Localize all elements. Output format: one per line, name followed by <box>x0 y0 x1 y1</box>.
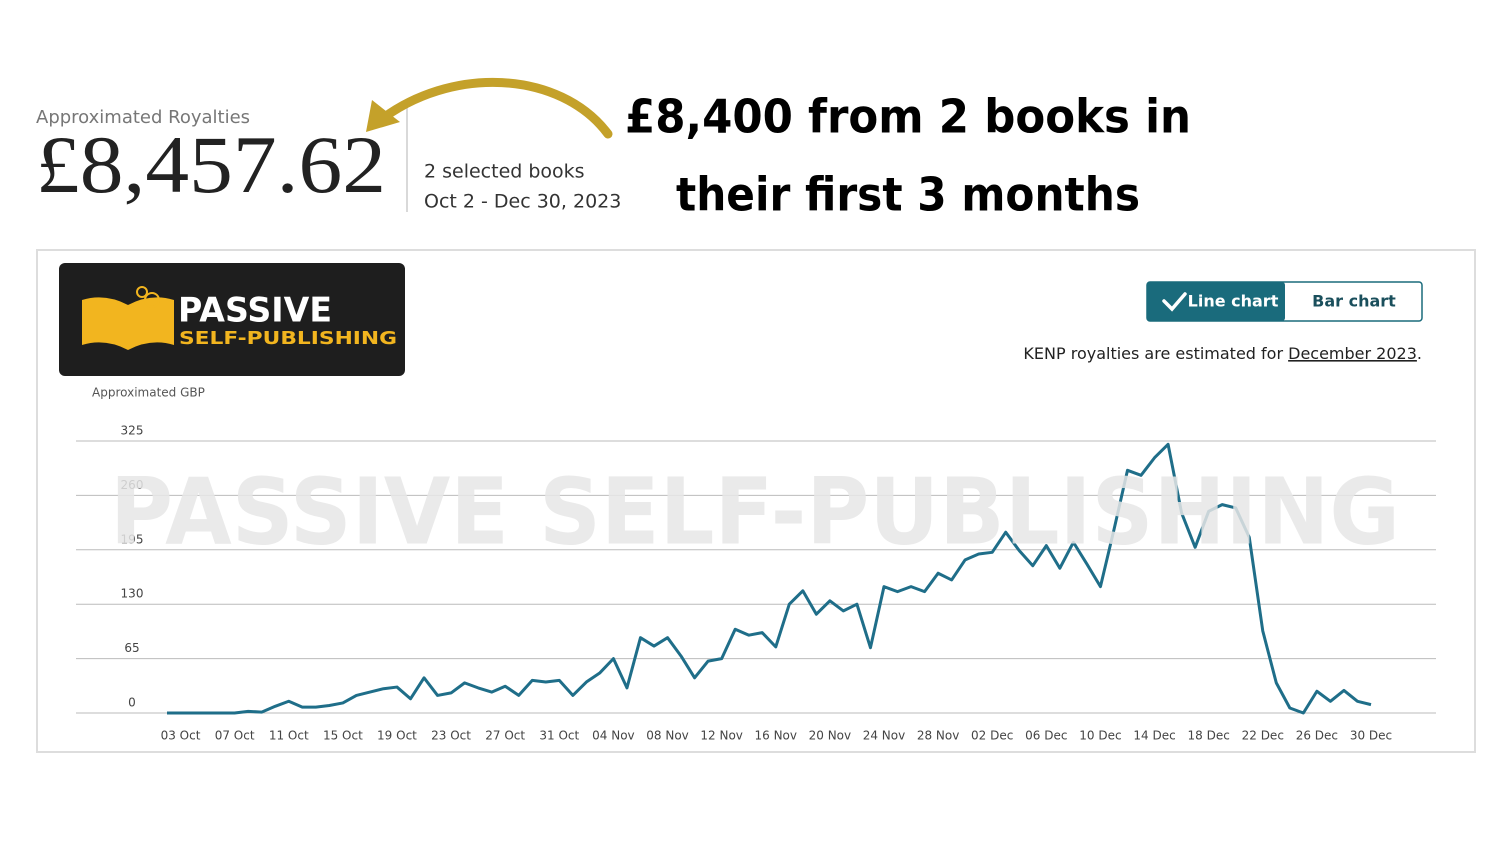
x-tick-label: 28 Nov <box>917 729 960 743</box>
y-tick-label: 0 <box>128 696 136 710</box>
x-tick-label: 02 Dec <box>971 729 1013 743</box>
x-tick-label: 27 Oct <box>485 729 525 743</box>
x-tick-label: 26 Dec <box>1296 729 1338 743</box>
watermark: PASSIVE SELF-PUBLISHING <box>110 458 1400 565</box>
x-tick-label: 20 Nov <box>809 729 852 743</box>
x-tick-label: 23 Oct <box>431 729 471 743</box>
x-tick-label: 11 Oct <box>269 729 309 743</box>
x-tick-label: 16 Nov <box>755 729 798 743</box>
logo-title: PASSIVE <box>178 291 332 331</box>
x-tick-label: 03 Oct <box>161 729 201 743</box>
headline: their first 3 months <box>676 168 1140 222</box>
y-tick-label: 130 <box>121 587 144 601</box>
x-tick-label: 07 Oct <box>215 729 255 743</box>
data-line <box>167 442 1372 715</box>
logo-background <box>59 263 405 376</box>
book-icon <box>144 292 160 308</box>
x-tick-label: 19 Oct <box>377 729 417 743</box>
toggle-selected[interactable] <box>1147 282 1285 321</box>
y-tick-label: 65 <box>124 641 139 655</box>
book-icon <box>82 297 128 350</box>
y-tick-label: 325 <box>121 424 144 438</box>
date-range: Oct 2 - Dec 30, 2023 <box>424 191 621 213</box>
logo-subtitle: SELF-PUBLISHING <box>179 328 397 349</box>
x-tick-label: 12 Nov <box>700 729 743 743</box>
book-icon <box>128 297 174 350</box>
kenp-note: KENP royalties are estimated for Decembe… <box>1023 344 1422 363</box>
toggle-option[interactable]: Bar chart <box>1312 292 1396 311</box>
y-axis-label: Approximated GBP <box>92 386 205 400</box>
note-link[interactable]: December 2023 <box>1288 344 1417 363</box>
logo: PASSIVE SELF-PUBLISHING <box>59 263 405 376</box>
check-icon <box>1162 292 1187 312</box>
x-tick-label: 22 Dec <box>1242 729 1284 743</box>
books-count: 2 selected books <box>424 161 585 183</box>
x-tick-label: 30 Dec <box>1350 729 1392 743</box>
plot: 0 65 130 195 260 325 03 Oct 07 Oct 11 Oct 15 Oct 1… <box>76 424 1436 743</box>
headline: £8,400 from 2 books in <box>625 90 1191 144</box>
arrow <box>373 77 613 139</box>
royalties-amount: £8,457.62 <box>36 119 386 210</box>
arrow-head <box>366 100 400 132</box>
x-tick-label: 08 Nov <box>646 729 689 743</box>
x-tick-label: 14 Dec <box>1133 729 1175 743</box>
x-tick-label: 31 Oct <box>539 729 579 743</box>
toggle-option[interactable]: Line chart <box>1188 292 1279 311</box>
royalties-label: Approximated Royalties <box>36 107 250 128</box>
x-tick-label: 04 Nov <box>592 729 635 743</box>
y-tick-label: 260 <box>121 478 144 492</box>
x-tick-label: 18 Dec <box>1188 729 1230 743</box>
y-tick-label: 195 <box>121 532 144 546</box>
x-tick-label: 06 Dec <box>1025 729 1067 743</box>
note-end: . <box>1417 344 1422 363</box>
x-tick-label: 10 Dec <box>1079 729 1121 743</box>
x-tick-label: 15 Oct <box>323 729 363 743</box>
book-icon <box>136 286 148 298</box>
x-tick-label: 24 Nov <box>863 729 906 743</box>
note-text: KENP royalties are estimated for <box>1023 344 1288 363</box>
